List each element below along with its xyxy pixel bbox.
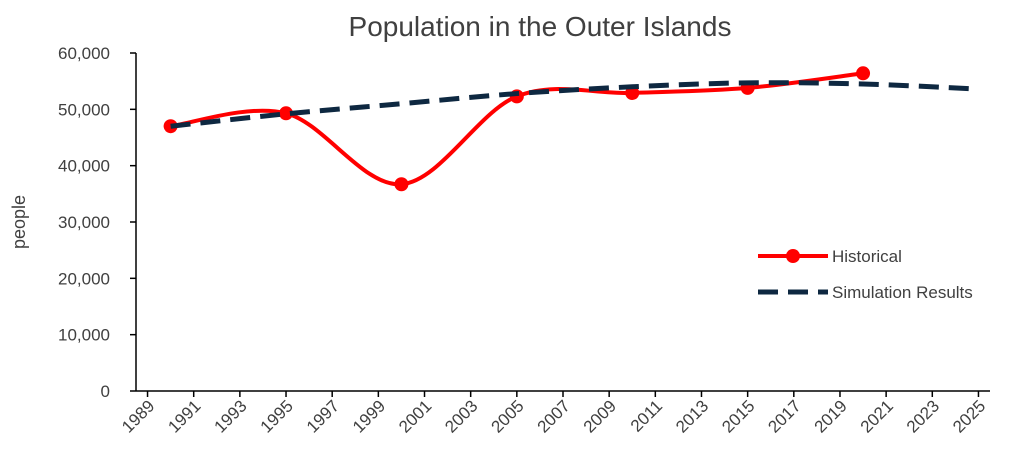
x-tick-label: 2009 — [580, 396, 620, 436]
x-tick-label: 2003 — [441, 396, 481, 436]
data-point — [625, 85, 640, 100]
y-tick-label: 10,000 — [58, 326, 110, 345]
x-tick-label: 2011 — [627, 396, 666, 435]
x-tick-label: 1995 — [257, 396, 297, 436]
data-point — [856, 66, 871, 81]
x-tick-label: 2023 — [903, 396, 943, 436]
y-tick-label: 60,000 — [58, 44, 110, 63]
x-tick-label: 2015 — [718, 396, 758, 436]
x-tick-label: 1991 — [164, 396, 204, 436]
data-point — [163, 119, 178, 134]
y-tick-label: 30,000 — [58, 213, 110, 232]
x-tick-label: 2025 — [949, 396, 989, 436]
x-tick-label: 2001 — [395, 396, 435, 436]
x-tick-label: 1989 — [118, 396, 158, 436]
legend-marker — [786, 249, 800, 263]
x-tick-label: 1993 — [211, 396, 251, 436]
y-tick-label: 20,000 — [58, 269, 110, 288]
x-tick-label: 2017 — [764, 396, 804, 436]
x-tick-label: 1997 — [303, 396, 343, 436]
data-point — [394, 177, 409, 192]
y-tick-label: 40,000 — [58, 157, 110, 176]
x-tick-label: 2019 — [811, 396, 851, 436]
x-tick-label: 2021 — [857, 396, 897, 436]
x-tick-label: 2005 — [487, 396, 527, 436]
series-line — [170, 80, 979, 129]
x-tick-label: 1999 — [349, 396, 389, 436]
y-tick-label: 50,000 — [58, 100, 110, 119]
data-point — [279, 106, 294, 121]
chart-title: Population in the Outer Islands — [349, 11, 732, 42]
x-tick-label: 2007 — [534, 396, 574, 436]
x-tick-label: 2013 — [672, 396, 712, 436]
legend-label: Simulation Results — [832, 283, 973, 302]
y-axis-label: people — [9, 195, 29, 249]
legend-label: Historical — [832, 247, 902, 266]
y-tick-label: 0 — [101, 382, 110, 401]
